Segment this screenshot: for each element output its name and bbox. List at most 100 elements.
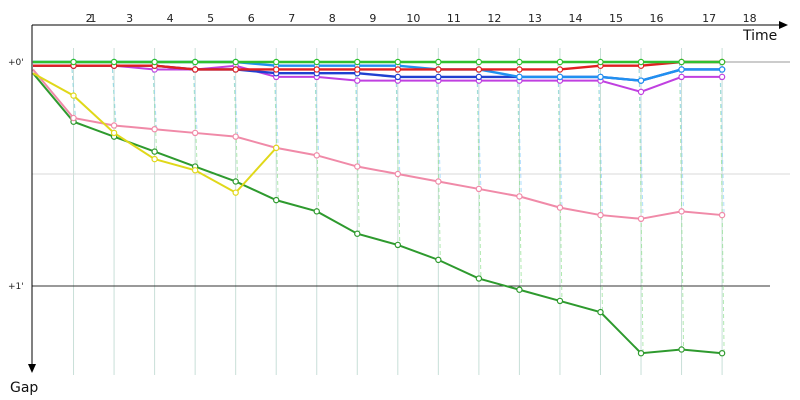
lap-transition-line [395, 61, 401, 175]
series-point [70, 114, 77, 122]
series-point [232, 133, 239, 140]
series-point [637, 77, 645, 84]
series-point [232, 178, 239, 185]
series-point [354, 163, 361, 170]
lap-label: 16 [650, 12, 664, 25]
series-point [475, 185, 483, 193]
series-point [516, 286, 523, 293]
series-point [435, 73, 442, 81]
lap-label: 17 [702, 12, 716, 25]
series-point [151, 148, 158, 155]
lap-transition-line [638, 61, 644, 219]
lap-transition-line [233, 61, 239, 182]
series-point [273, 58, 280, 66]
guide-lines [71, 61, 725, 354]
lap-transition-line [111, 61, 117, 126]
series-point [394, 73, 402, 81]
y-tick-label: +1' [8, 282, 24, 292]
series-point [394, 58, 402, 66]
series-point [556, 297, 564, 305]
series-point [678, 208, 685, 215]
series-point [232, 58, 239, 66]
series-point [435, 58, 442, 66]
series-point [151, 125, 158, 133]
series-point [313, 66, 320, 73]
lap-label: 13 [528, 12, 542, 25]
lap-label: 12 [487, 12, 501, 25]
lap-transition-line [679, 61, 685, 350]
lap-label: 1 [90, 12, 97, 25]
series-point [475, 73, 483, 81]
series-point [637, 88, 645, 96]
lap-label: 18 [743, 12, 757, 25]
lap-label: 11 [447, 12, 461, 25]
lap-label: 4 [167, 12, 174, 25]
series-point [475, 58, 483, 66]
series-point [354, 58, 361, 66]
series-point [435, 256, 442, 264]
series-point [718, 211, 726, 219]
series-point [151, 58, 158, 66]
series-line [33, 60, 723, 71]
lap-transition-line [435, 61, 441, 182]
series-point [597, 211, 604, 219]
lap-transition-line [233, 61, 239, 137]
series-point [110, 122, 118, 129]
series-point [354, 77, 361, 84]
lap-transition-line [152, 61, 158, 130]
series-point [232, 66, 239, 73]
lap-label: 10 [406, 12, 420, 25]
series-point [678, 346, 685, 353]
series-point [637, 58, 645, 66]
y-tick-label: +0' [8, 58, 24, 68]
series-point [435, 66, 442, 73]
series-point [718, 350, 726, 357]
series-point [718, 58, 726, 66]
lap-label: 9 [369, 12, 376, 25]
lap-label: 15 [609, 12, 623, 25]
lap-labels: 12 3 4 5 6 7 8 9 10 11 12 13 14 15 16 17 18 [86, 12, 757, 25]
series-point [678, 73, 685, 81]
series-point [70, 92, 77, 99]
lap-transition-line [597, 61, 603, 216]
lap-label: 2 [86, 12, 93, 25]
series-point [110, 129, 118, 137]
lap-transition-line [516, 61, 522, 197]
y-axis-arrow [28, 364, 36, 373]
series-point [678, 58, 685, 66]
series-point [273, 66, 280, 73]
series-point [556, 73, 564, 81]
series-point [394, 66, 402, 73]
lap-transition-line [71, 61, 77, 119]
series-point [597, 58, 604, 66]
series-point [394, 170, 402, 178]
series-point [394, 241, 402, 249]
series-point [475, 66, 483, 73]
lap-label: 6 [248, 12, 255, 25]
series-point [151, 155, 158, 163]
series-point [556, 58, 564, 66]
y-axis-title: Gap [10, 380, 38, 396]
series-line [33, 64, 723, 93]
series-point [556, 66, 564, 73]
lap-label: 7 [288, 12, 295, 25]
lap-label: 14 [568, 12, 582, 25]
lap-transition-line [557, 61, 563, 301]
series-point [354, 230, 361, 237]
series-point [556, 204, 564, 211]
y-tick-labels: +0' +1' [8, 58, 24, 292]
lap-label: 3 [126, 12, 133, 25]
lap-transition-line [679, 61, 685, 212]
series-point [191, 129, 199, 137]
series-point [678, 66, 685, 73]
series-point [516, 73, 523, 81]
series-point [313, 208, 320, 215]
series-layer [32, 58, 726, 357]
series-point [516, 193, 523, 200]
series-point [313, 152, 320, 159]
x-axis-title: Time [742, 28, 777, 44]
series-point [232, 189, 239, 196]
lap-transition-line [435, 61, 441, 260]
series-point [718, 66, 726, 73]
